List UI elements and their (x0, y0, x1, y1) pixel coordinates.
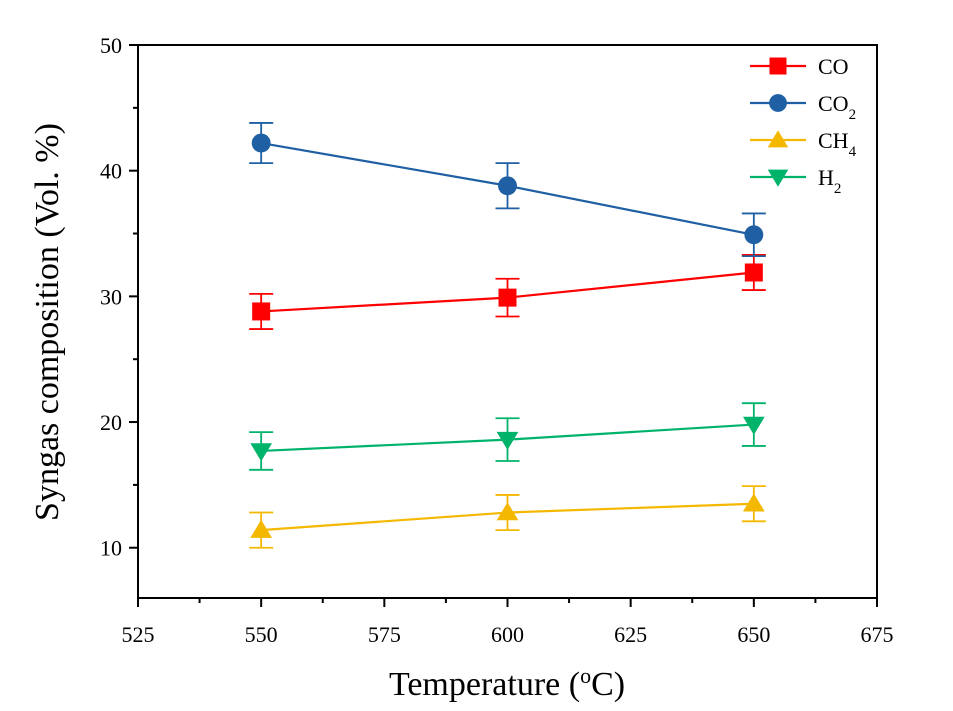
x-tick-label: 550 (245, 622, 278, 647)
series-co2 (249, 122, 766, 258)
legend-entry: CO2 (750, 91, 856, 123)
legend-marker (769, 57, 787, 75)
legend-entry: CO (750, 54, 849, 79)
x-tick-label: 525 (122, 622, 155, 647)
series-layer (249, 122, 766, 549)
legend-marker (767, 130, 789, 148)
data-point (498, 176, 517, 196)
data-point (744, 225, 764, 245)
legend-marker (769, 94, 787, 112)
legend-marker (767, 169, 789, 187)
y-tick-label: 30 (100, 284, 122, 309)
x-tick-label: 675 (861, 622, 894, 647)
data-point (744, 263, 763, 282)
data-point (252, 302, 271, 321)
y-axis-ticks: 10 20 30 40 50 (100, 33, 138, 561)
legend-entry: H2 (750, 165, 841, 197)
y-tick-label: 20 (100, 410, 122, 435)
x-tick-label: 600 (491, 622, 524, 647)
x-tick-label: 625 (614, 622, 647, 647)
legend-label: CO2 (818, 91, 856, 123)
x-axis-label: Temperature (oC) (389, 663, 625, 704)
data-point (498, 288, 517, 307)
data-point (496, 431, 519, 450)
x-tick-label: 575 (368, 622, 401, 647)
series-co (249, 253, 766, 330)
legend-label: H2 (818, 165, 841, 197)
data-point (496, 502, 519, 521)
data-point (742, 416, 765, 435)
series-ch4 (249, 485, 766, 549)
data-point (250, 519, 273, 538)
data-point (742, 493, 765, 512)
x-tick-label: 650 (737, 622, 770, 647)
legend-entry: CH4 (750, 128, 857, 160)
y-tick-label: 40 (100, 159, 122, 184)
data-point (250, 443, 273, 462)
y-axis-label: Syngas composition (Vol. %) (29, 123, 66, 521)
data-point (251, 133, 271, 153)
legend-label: CO (818, 54, 849, 79)
x-axis-ticks: 525 550 575 600 625 650 675 (122, 598, 894, 647)
legend: CO CO2 CH4 H2 (750, 54, 857, 197)
legend-label: CH4 (818, 128, 857, 160)
y-tick-label: 10 (100, 536, 122, 561)
y-tick-label: 50 (100, 33, 122, 58)
series-h2 (249, 402, 766, 471)
